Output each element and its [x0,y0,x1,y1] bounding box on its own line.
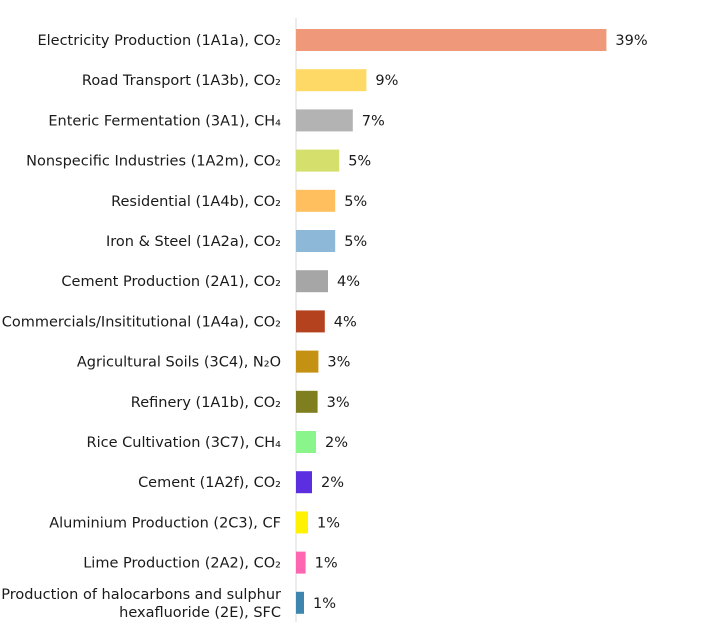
bar [296,551,306,574]
bar [296,69,367,92]
value-label: 7% [362,113,385,129]
value-label: 3% [327,395,350,411]
category-label: Cement (1A2f), CO₂ [138,475,281,491]
bar [296,350,319,373]
value-label: 9% [375,73,398,89]
value-label: 1% [317,515,340,531]
bar [296,310,325,333]
value-label: 4% [337,274,360,290]
category-label: Cement Production (2A1), CO₂ [61,274,281,290]
category-label: Electricity Production (1A1a), CO₂ [37,33,281,49]
category-label: Agricultural Soils (3C4), N₂O [77,355,281,371]
value-label: 5% [344,194,367,210]
category-label: Residential (1A4b), CO₂ [111,194,281,210]
bar [296,270,328,293]
bar [296,390,318,413]
category-label: Enteric Fermentation (3A1), CH₄ [48,113,281,129]
category-label: Aluminium Production (2C3), CF [49,515,281,531]
value-label: 2% [321,475,344,491]
value-label: 4% [334,314,357,330]
bar [296,230,336,252]
value-label: 1% [315,556,338,572]
category-label: Road Transport (1A3b), CO₂ [82,73,281,89]
bar [296,591,304,614]
category-label: Iron & Steel (1A2a), CO₂ [106,234,281,250]
bar [296,29,607,51]
bar [296,511,308,534]
category-label: Rice Cultivation (3C7), CH₄ [87,435,282,451]
bar [296,189,336,212]
value-label: 2% [325,435,348,451]
category-label: Commercials/Insititutional (1A4a), CO₂ [2,314,281,330]
value-label: 1% [313,596,336,612]
bar [296,149,340,172]
category-label: Nonspecific Industries (1A2m), CO₂ [26,154,281,170]
bar [296,431,316,453]
category-label: Production of halocarbons and sulphur hex… [1,587,281,621]
category-label: Lime Production (2A2), CO₂ [83,556,281,572]
value-label: 5% [344,234,367,250]
bar [296,109,353,132]
value-label: 3% [327,355,350,371]
value-labels: 39% 9% 7% 5% 5% 5% 4% 4% 3% 3% 2% 2% 1% 1% 1% [313,33,648,612]
bar [296,471,312,494]
category-label: Refinery (1A1b), CO₂ [131,395,281,411]
bars-group [296,29,607,614]
value-label: 39% [615,33,647,49]
category-labels: Electricity Production (1A1a), CO₂ Road T… [1,33,281,621]
value-label: 5% [348,154,371,170]
